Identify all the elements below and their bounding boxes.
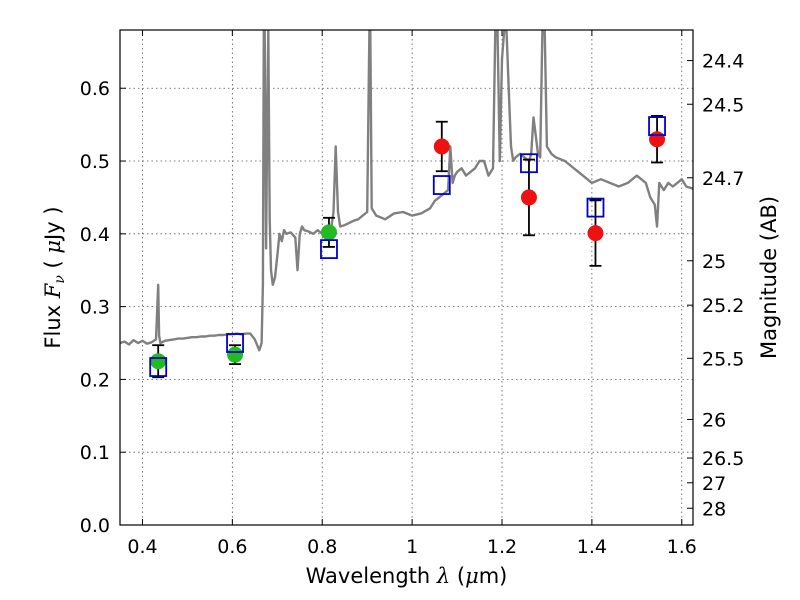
y2-tick-label: 26 xyxy=(702,409,726,431)
spectrum-line xyxy=(120,30,693,352)
y-tick-label: 0.0 xyxy=(80,515,110,537)
y-tick-label: 0.2 xyxy=(80,369,110,391)
y2-tick-label: 28 xyxy=(702,498,726,520)
x-tick-label: 0.8 xyxy=(307,536,337,558)
data-point-circle xyxy=(587,225,604,242)
x-tick-label: 0.6 xyxy=(217,536,247,558)
data-point-circle xyxy=(433,138,450,155)
data-point-circle xyxy=(649,131,666,148)
x-tick-label: 1.4 xyxy=(577,536,607,558)
data-point-square xyxy=(648,116,666,136)
y2-tick-label: 25 xyxy=(702,251,726,273)
y2-tick-label: 25.2 xyxy=(702,295,744,317)
x-axis-label: Wavelength λ (μm) xyxy=(306,564,508,588)
y2-tick-label: 24.4 xyxy=(702,51,744,73)
y2-tick-label: 26.5 xyxy=(702,448,744,470)
data-point-square xyxy=(149,357,168,377)
y-tick-label: 0.5 xyxy=(80,151,110,173)
y2-axis-label: Magnitude (AB) xyxy=(757,196,781,359)
data-point-square xyxy=(520,153,538,174)
data-point-square xyxy=(432,175,451,195)
y-tick-label: 0.6 xyxy=(80,78,110,100)
y-tick-label: 0.1 xyxy=(80,442,110,464)
y2-tick-label: 24.5 xyxy=(702,94,744,116)
y-tick-label: 0.4 xyxy=(80,224,110,246)
y-tick-label: 0.3 xyxy=(80,297,110,319)
x-tick-label: 0.4 xyxy=(127,536,157,558)
data-point-circle xyxy=(320,224,337,241)
axis-ticks: 0.4 0.6 0.8 1 1.2 1.4 1.6 0.0 0.1 0.2 0.3 0.4 0.5 0.6… xyxy=(80,30,744,558)
y2-tick-label: 24.7 xyxy=(702,168,744,190)
data-point-circle xyxy=(227,346,244,363)
data-point-circle xyxy=(150,353,167,370)
data-point-square xyxy=(226,333,244,353)
grid-lines xyxy=(120,30,693,525)
x-tick-label: 1.6 xyxy=(667,536,697,558)
plot-area xyxy=(120,30,693,379)
plot-frame xyxy=(119,29,694,526)
y2-tick-label: 25.5 xyxy=(702,348,744,370)
data-point-square xyxy=(586,197,605,218)
y2-tick-label: 27 xyxy=(702,473,726,495)
data-point-square xyxy=(320,239,338,260)
data-point-circle xyxy=(520,189,537,206)
y-axis-label: Flux Fν ( μJy ) xyxy=(41,206,68,348)
x-tick-label: 1.2 xyxy=(487,536,517,558)
x-tick-label: 1 xyxy=(406,536,418,558)
